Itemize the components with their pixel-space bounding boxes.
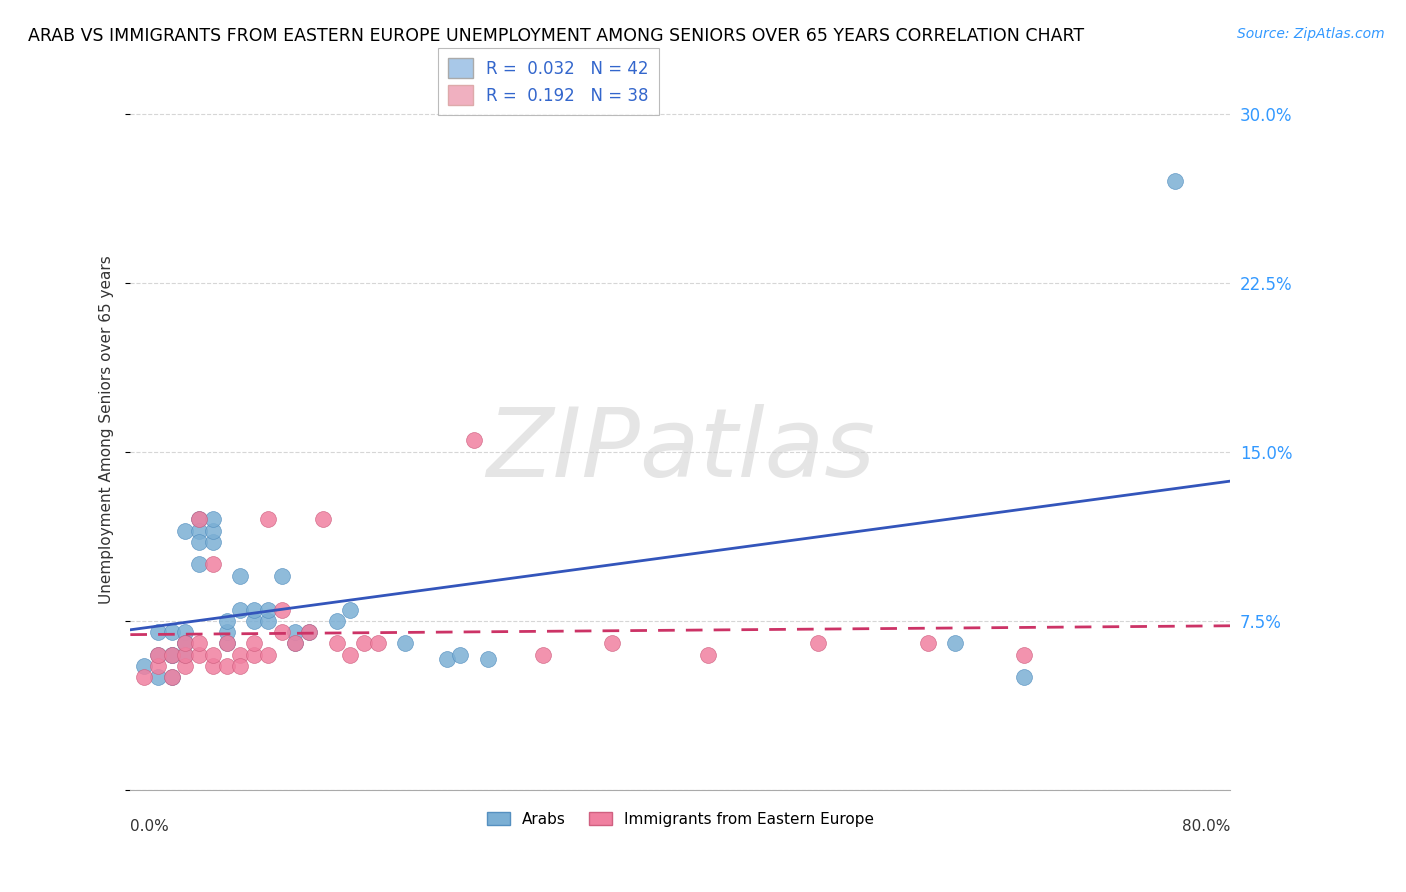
Point bbox=[270, 625, 292, 640]
Point bbox=[256, 648, 278, 662]
Point bbox=[243, 648, 266, 662]
Point bbox=[146, 659, 169, 673]
Text: 80.0%: 80.0% bbox=[1182, 819, 1230, 834]
Point bbox=[917, 636, 939, 650]
Point bbox=[339, 648, 361, 662]
Point bbox=[174, 524, 197, 538]
Point bbox=[325, 614, 347, 628]
Point bbox=[174, 648, 197, 662]
Point bbox=[215, 625, 238, 640]
Point bbox=[367, 636, 389, 650]
Point bbox=[312, 512, 335, 526]
Point bbox=[270, 568, 292, 582]
Point bbox=[201, 512, 224, 526]
Point bbox=[1164, 174, 1187, 188]
Point bbox=[215, 614, 238, 628]
Point bbox=[353, 636, 375, 650]
Point bbox=[188, 558, 211, 572]
Point bbox=[146, 648, 169, 662]
Point bbox=[284, 625, 307, 640]
Point bbox=[188, 524, 211, 538]
Point bbox=[531, 648, 554, 662]
Point bbox=[436, 652, 458, 666]
Point bbox=[477, 652, 499, 666]
Point bbox=[188, 648, 211, 662]
Point bbox=[243, 614, 266, 628]
Point bbox=[284, 636, 307, 650]
Point bbox=[174, 648, 197, 662]
Point bbox=[229, 568, 252, 582]
Point bbox=[201, 659, 224, 673]
Point bbox=[339, 602, 361, 616]
Point bbox=[229, 602, 252, 616]
Point bbox=[201, 558, 224, 572]
Point bbox=[1012, 670, 1035, 684]
Point bbox=[600, 636, 623, 650]
Point bbox=[229, 659, 252, 673]
Point bbox=[188, 512, 211, 526]
Point bbox=[215, 636, 238, 650]
Point bbox=[943, 636, 966, 650]
Point bbox=[449, 648, 471, 662]
Point bbox=[298, 625, 321, 640]
Point bbox=[160, 670, 183, 684]
Point bbox=[201, 524, 224, 538]
Point bbox=[270, 602, 292, 616]
Point bbox=[132, 670, 155, 684]
Point bbox=[188, 636, 211, 650]
Point bbox=[256, 602, 278, 616]
Point bbox=[160, 648, 183, 662]
Point bbox=[188, 535, 211, 549]
Text: 0.0%: 0.0% bbox=[131, 819, 169, 834]
Point bbox=[160, 648, 183, 662]
Point bbox=[325, 636, 347, 650]
Point bbox=[160, 625, 183, 640]
Point bbox=[215, 659, 238, 673]
Point bbox=[256, 512, 278, 526]
Point bbox=[160, 648, 183, 662]
Point bbox=[174, 636, 197, 650]
Point bbox=[174, 625, 197, 640]
Y-axis label: Unemployment Among Seniors over 65 years: Unemployment Among Seniors over 65 years bbox=[100, 255, 114, 604]
Point bbox=[146, 670, 169, 684]
Text: ARAB VS IMMIGRANTS FROM EASTERN EUROPE UNEMPLOYMENT AMONG SENIORS OVER 65 YEARS : ARAB VS IMMIGRANTS FROM EASTERN EUROPE U… bbox=[28, 27, 1084, 45]
Text: ZIPatlas: ZIPatlas bbox=[486, 404, 875, 498]
Point bbox=[298, 625, 321, 640]
Point bbox=[394, 636, 416, 650]
Point bbox=[146, 648, 169, 662]
Point bbox=[1012, 648, 1035, 662]
Point bbox=[229, 648, 252, 662]
Point bbox=[284, 636, 307, 650]
Point bbox=[174, 659, 197, 673]
Point bbox=[256, 614, 278, 628]
Point bbox=[243, 636, 266, 650]
Point bbox=[201, 535, 224, 549]
Point bbox=[174, 636, 197, 650]
Text: Source: ZipAtlas.com: Source: ZipAtlas.com bbox=[1237, 27, 1385, 41]
Point bbox=[243, 602, 266, 616]
Point bbox=[807, 636, 830, 650]
Point bbox=[696, 648, 718, 662]
Point bbox=[188, 512, 211, 526]
Point bbox=[146, 625, 169, 640]
Point bbox=[201, 648, 224, 662]
Point bbox=[132, 659, 155, 673]
Point bbox=[463, 434, 485, 448]
Point bbox=[215, 636, 238, 650]
Legend: Arabs, Immigrants from Eastern Europe: Arabs, Immigrants from Eastern Europe bbox=[481, 805, 880, 833]
Point bbox=[160, 670, 183, 684]
Point bbox=[174, 636, 197, 650]
